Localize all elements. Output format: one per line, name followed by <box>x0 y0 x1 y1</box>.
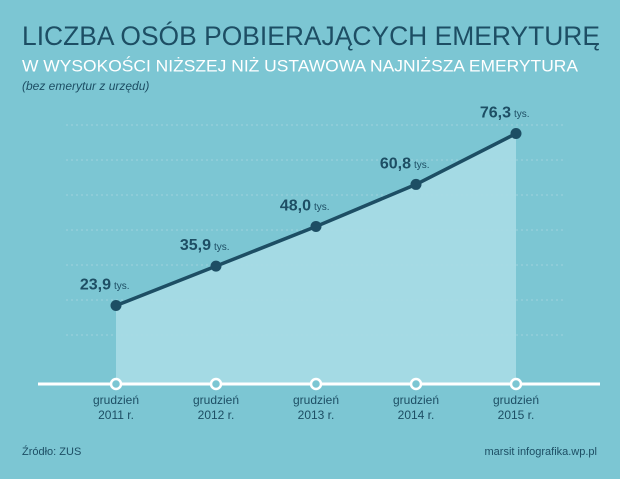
x-tick-label: 2014 r. <box>398 408 435 422</box>
x-tick-label: 2011 r. <box>98 408 134 422</box>
unit-label: tys. <box>214 242 230 253</box>
x-tick-label: grudzień <box>193 393 239 407</box>
source: Źródło: ZUS <box>22 445 81 458</box>
point <box>210 260 222 272</box>
value-number: 35,9 <box>180 237 211 254</box>
x-tick <box>109 377 123 391</box>
x-tick <box>409 377 423 391</box>
chart-title: LICZBA OSÓB POBIERAJĄCYCH EMERYTURĘ <box>22 20 600 51</box>
value-label: 60,8 <box>380 156 411 173</box>
x-tick <box>209 377 223 391</box>
x-tick <box>309 377 323 391</box>
x-tick-label: grudzień <box>393 393 439 407</box>
unit-label: tys. <box>514 109 530 120</box>
x-tick <box>509 377 523 391</box>
x-tick-label: 2012 r. <box>198 408 235 422</box>
unit-label: tys. <box>314 202 330 213</box>
chart-subtitle: W WYSOKOŚCI NIŻSZEJ NIŻ USTAWOWA NAJNIŻS… <box>22 56 579 75</box>
value-label: 23,9 <box>80 277 111 294</box>
chart-note: (bez emerytur z urzędu) <box>22 79 149 93</box>
value-number: 60,8 <box>380 156 411 173</box>
unit-label: tys. <box>114 281 130 292</box>
value-label: 76,3 <box>480 105 511 122</box>
area <box>116 133 516 384</box>
value-label: 35,9 <box>180 237 211 254</box>
point <box>510 128 522 140</box>
value-number: 48,0 <box>280 198 311 215</box>
point <box>110 300 122 312</box>
value-label: 48,0 <box>280 198 311 215</box>
value-number: 76,3 <box>480 105 511 122</box>
point <box>310 220 322 232</box>
x-tick-label: 2015 r. <box>498 408 535 422</box>
x-tick-label: grudzień <box>493 393 539 407</box>
credit: marsit infografika.wp.pl <box>485 446 598 458</box>
x-tick-label: 2013 r. <box>298 408 335 422</box>
x-tick-label: grudzień <box>93 393 139 407</box>
point <box>410 178 422 190</box>
value-number: 23,9 <box>80 277 111 294</box>
unit-label: tys. <box>414 160 430 171</box>
x-tick-label: grudzień <box>293 393 339 407</box>
